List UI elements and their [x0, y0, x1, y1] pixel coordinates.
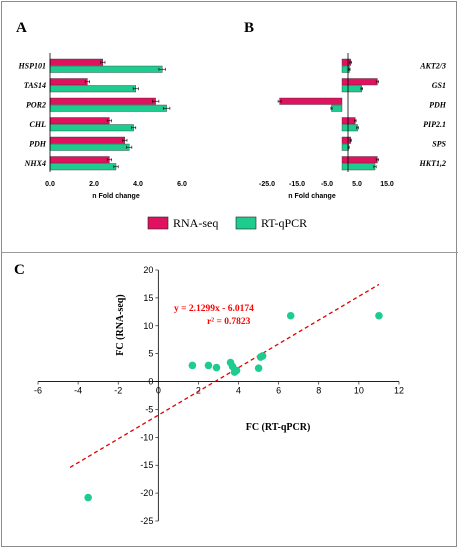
bar-a-por2-rt-qpcr: [49, 104, 167, 112]
panel-c-y-axis-title: FC (RNA-seq): [115, 294, 126, 355]
category-label: TAS14: [24, 81, 46, 90]
bar-a-hsp101-rt-qpcr: [49, 65, 163, 73]
bar-b-hkt1-2-rna-seq: [341, 156, 378, 164]
panel-a-x-axis-title: n Fold change: [92, 193, 140, 200]
scatter-point: [375, 311, 383, 320]
bar-b-pdh-rna-seq: [279, 97, 343, 105]
bar-b-sps-rna-seq: [341, 136, 351, 144]
bar-a-por2-rna-seq: [49, 97, 156, 105]
panel-b-bars: [277, 58, 379, 171]
bar-a-nhx4-rna-seq: [49, 156, 110, 164]
x-tick-label: 6: [276, 386, 281, 396]
bar-b-pdh-rt-qpcr: [331, 104, 343, 112]
x-tick-label: -25.0: [259, 181, 275, 188]
x-tick-label: 8: [316, 386, 321, 396]
panel-a-tick-labels: 0.0 2.0 4.0 6.0: [45, 181, 187, 188]
panel-a-bars: [49, 58, 171, 171]
x-tick-label: 2: [196, 386, 201, 396]
bar-b-pip2-1-rt-qpcr: [341, 124, 358, 132]
scatter-point: [254, 364, 263, 372]
category-label: GS1: [432, 81, 446, 90]
bar-a-nhx4-rt-qpcr: [49, 163, 117, 171]
x-tick-label: -6: [34, 386, 42, 396]
scatter-point: [232, 366, 241, 375]
category-label: HKT1,2: [419, 159, 446, 168]
scatter-point: [188, 361, 197, 370]
category-label: CHL: [30, 120, 47, 129]
category-label: PDH: [29, 140, 47, 149]
panel-b-category-labels: AKT2/3 GS1 PDH PIP2.1 SPS HKT1,2: [419, 62, 447, 169]
y-tick-label: 5: [148, 349, 153, 359]
scatter-point: [286, 311, 295, 320]
x-tick-label: 0: [156, 386, 161, 396]
y-tick-label: -10: [140, 432, 153, 442]
scatter-point: [258, 352, 267, 360]
panel-label-b: B: [244, 20, 254, 36]
y-tick-label: -15: [140, 460, 153, 470]
bar-a-tas14-rna-seq: [49, 78, 88, 86]
x-tick-label: 12: [394, 386, 404, 396]
bar-a-chl-rt-qpcr: [49, 124, 134, 132]
category-label: SPS: [432, 140, 446, 149]
x-tick-label: 4.0: [133, 181, 143, 188]
y-tick-label: -5: [145, 404, 153, 414]
x-tick-label: -4: [74, 386, 82, 396]
x-tick-label: 10: [354, 386, 364, 396]
category-label: NHX4: [24, 159, 46, 168]
x-tick-label: -15.0: [289, 181, 305, 188]
x-tick-label: 6.0: [177, 181, 187, 188]
bar-a-chl-rna-seq: [49, 117, 110, 125]
bar-a-hsp101-rna-seq: [49, 58, 103, 66]
legend: RNA-seq RT-qPCR: [147, 216, 307, 230]
y-tick-label: 0: [148, 377, 153, 387]
regression-equation: y = 2.1299x - 6.0174: [174, 304, 254, 314]
bar-a-pdh-rna-seq: [49, 136, 126, 144]
trendline: [69, 283, 380, 468]
bar-a-tas14-rt-qpcr: [49, 85, 137, 93]
x-tick-label: 4: [236, 386, 241, 396]
x-tick-label: 5.0: [352, 181, 362, 188]
category-label: HSP101: [17, 62, 46, 71]
legend-swatch-rt-qpcr: [235, 216, 257, 230]
bar-b-gs1-rna-seq: [341, 78, 378, 86]
category-label: PDH: [429, 101, 447, 110]
panel-label-a: A: [16, 20, 27, 36]
bar-b-gs1-rt-qpcr: [341, 85, 362, 93]
y-tick-label: 15: [143, 293, 153, 303]
x-tick-label: -2: [114, 386, 122, 396]
panel-c-points: [84, 311, 383, 502]
panel-a-category-labels: HSP101 TAS14 POR2 CHL PDH NHX4: [17, 62, 46, 169]
panel-c-x-axis-title: FC (RT-qPCR): [246, 422, 311, 433]
x-tick-label: 15.0: [380, 181, 394, 188]
panel-label-c: C: [14, 262, 25, 278]
r-squared: r² = 0.7823: [207, 317, 251, 327]
legend-label-rt-qpcr: RT-qPCR: [261, 216, 307, 230]
bar-b-pip2-1-rna-seq: [341, 117, 356, 125]
category-label: PIP2.1: [423, 120, 446, 129]
panel-c-axes: [37, 269, 400, 522]
scatter-point: [204, 361, 213, 370]
scatter-point: [84, 493, 92, 502]
panel-b-x-axis-title: n Fold change: [288, 193, 336, 200]
legend-label-rna-seq: RNA-seq: [173, 216, 218, 230]
x-tick-label: 0.0: [45, 181, 55, 188]
bar-a-pdh-rt-qpcr: [49, 143, 130, 151]
scatter-point: [212, 363, 221, 372]
panel-b-tick-labels: -25.0 -15.0 -5.0 5.0 15.0: [259, 181, 394, 188]
panel-divider: [1, 252, 458, 253]
bar-b-akt2-3-rna-seq: [341, 58, 351, 66]
category-label: AKT2/3: [419, 62, 446, 71]
x-tick-label: -5.0: [321, 181, 333, 188]
y-tick-label: 20: [143, 265, 153, 275]
y-tick-label: -20: [140, 488, 153, 498]
bar-b-hkt1-2-rt-qpcr: [341, 163, 376, 171]
x-tick-label: 2.0: [89, 181, 99, 188]
category-label: POR2: [26, 101, 46, 110]
y-tick-label: 10: [143, 321, 153, 331]
y-tick-label: -25: [140, 516, 153, 526]
legend-swatch-rna-seq: [147, 216, 169, 230]
